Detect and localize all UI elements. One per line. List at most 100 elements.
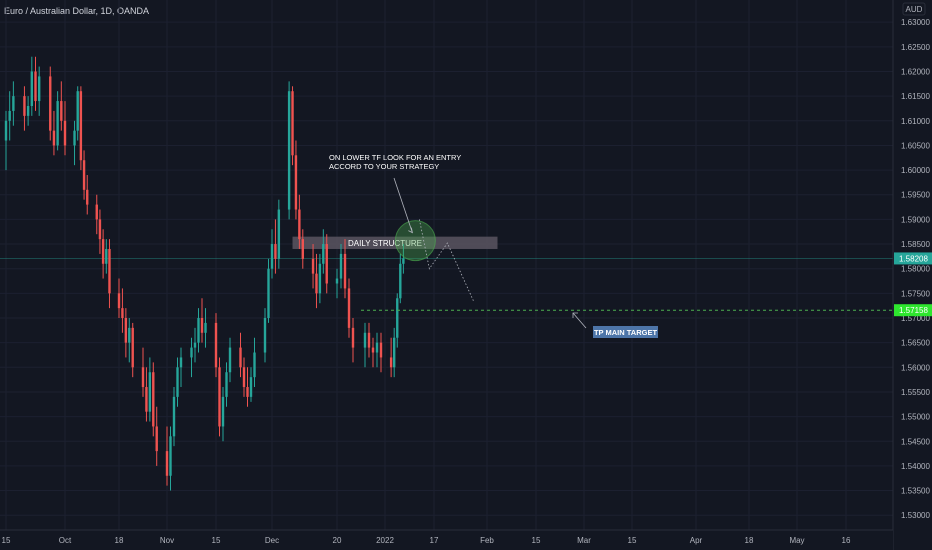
candle-body bbox=[253, 352, 256, 378]
candle-body bbox=[214, 322, 218, 368]
candle-body bbox=[287, 91, 291, 210]
candle-body bbox=[239, 347, 242, 368]
candle-body bbox=[4, 120, 8, 141]
candle-body bbox=[60, 101, 63, 121]
daily-structure-zone-layer: DAILY STRUCTURE bbox=[0, 236, 893, 259]
candle-body bbox=[371, 347, 375, 353]
time-tick-label: 16 bbox=[842, 536, 851, 545]
target-price-label-box bbox=[894, 304, 932, 317]
current-price-label-box bbox=[894, 252, 932, 265]
candle-body bbox=[298, 209, 301, 240]
candle-body bbox=[63, 120, 67, 146]
time-tick-label: 15 bbox=[212, 536, 221, 545]
candle-body bbox=[402, 258, 405, 264]
candle-body bbox=[277, 209, 281, 259]
candle-body bbox=[294, 155, 298, 210]
candle-body bbox=[76, 91, 79, 131]
price-tick-label: 1.58500 bbox=[901, 240, 930, 249]
price-tick-label: 1.59000 bbox=[901, 215, 930, 224]
time-tick-label: Nov bbox=[160, 536, 174, 545]
time-tick-label: 15 bbox=[628, 536, 637, 545]
time-tick-label: 18 bbox=[115, 536, 124, 545]
candle-body bbox=[228, 347, 232, 373]
candle-body bbox=[197, 318, 200, 343]
daily-structure-label: DAILY STRUCTURE bbox=[348, 239, 422, 248]
price-tick-label: 1.60000 bbox=[901, 166, 930, 175]
chart-title: Euro / Australian Dollar, 1D, OANDA bbox=[4, 6, 150, 16]
entry-circle bbox=[394, 220, 436, 262]
candle-body bbox=[37, 76, 41, 102]
candle-body bbox=[218, 367, 221, 427]
price-tick-label: 1.54500 bbox=[901, 437, 930, 446]
price-tick-label: 1.56500 bbox=[901, 339, 930, 348]
price-tick-label: 1.61500 bbox=[901, 92, 930, 101]
price-tick-label: 1.55000 bbox=[901, 413, 930, 422]
candle-body bbox=[270, 244, 274, 269]
candles-layer bbox=[4, 56, 405, 491]
candle-body bbox=[165, 451, 169, 476]
candle-body bbox=[56, 101, 59, 146]
candle-body bbox=[311, 258, 315, 274]
price-tick-label: 1.57500 bbox=[901, 289, 930, 298]
candle-body bbox=[169, 436, 172, 476]
price-tick-label: 1.60500 bbox=[901, 141, 930, 150]
candle-body bbox=[155, 426, 158, 452]
note-arrow bbox=[393, 177, 413, 233]
candle-body bbox=[121, 308, 124, 318]
price-axis-bg bbox=[893, 0, 932, 550]
candle-body bbox=[274, 244, 277, 259]
candle-body bbox=[399, 263, 402, 299]
candle-body bbox=[315, 273, 318, 294]
current-price-label: 1.58208 bbox=[899, 254, 928, 263]
note-text-line1: ON LOWER TF LOOK FOR AN ENTRY bbox=[329, 153, 461, 162]
candle-body bbox=[242, 367, 246, 388]
candle-body bbox=[108, 248, 111, 294]
candle-body bbox=[8, 110, 11, 121]
time-tick-label: Oct bbox=[59, 536, 72, 545]
candle-body bbox=[379, 342, 383, 358]
candle-body bbox=[193, 342, 197, 348]
price-tick-label: 1.55500 bbox=[901, 388, 930, 397]
price-tick-label: 1.63000 bbox=[901, 18, 930, 27]
candle-body bbox=[263, 318, 267, 353]
currency-label: AUD bbox=[906, 5, 923, 14]
price-tick-label: 1.61000 bbox=[901, 117, 930, 126]
price-tick-label: 1.59500 bbox=[901, 191, 930, 200]
candle-body bbox=[73, 130, 76, 146]
time-tick-label: 17 bbox=[430, 536, 439, 545]
time-tick-label: Dec bbox=[265, 536, 279, 545]
candle-body bbox=[347, 288, 351, 328]
time-tick-label: 15 bbox=[532, 536, 541, 545]
price-tick-label: 1.54000 bbox=[901, 462, 930, 471]
candle-body bbox=[131, 327, 134, 368]
candle-body bbox=[301, 239, 304, 259]
time-tick-label: 20 bbox=[333, 536, 342, 545]
currency-label-box bbox=[902, 2, 926, 16]
candle-body bbox=[12, 96, 15, 111]
candle-body bbox=[246, 387, 249, 397]
time-tick-label: 18 bbox=[745, 536, 754, 545]
target-arrow bbox=[572, 312, 587, 329]
candle-body bbox=[141, 367, 145, 388]
candle-body bbox=[343, 253, 347, 289]
candle-body bbox=[335, 278, 339, 284]
candle-body bbox=[86, 189, 89, 205]
candle-body bbox=[204, 322, 207, 333]
tp-label-text: TP MAIN TARGET bbox=[594, 328, 657, 337]
price-tick-label: 1.56000 bbox=[901, 363, 930, 372]
time-tick-label: 15 bbox=[2, 536, 11, 545]
candle-body bbox=[49, 76, 52, 131]
candle-body bbox=[152, 372, 155, 427]
target-arrow-head bbox=[572, 312, 578, 318]
tp-label-box bbox=[593, 326, 658, 338]
candle-body bbox=[291, 91, 294, 156]
time-tick-label: Mar bbox=[577, 536, 591, 545]
candle-body bbox=[98, 219, 102, 240]
candle-body bbox=[351, 327, 355, 348]
candle-body bbox=[79, 91, 83, 161]
candle-body bbox=[172, 396, 176, 437]
candle-body bbox=[375, 342, 379, 353]
price-tick-label: 1.62500 bbox=[901, 43, 930, 52]
